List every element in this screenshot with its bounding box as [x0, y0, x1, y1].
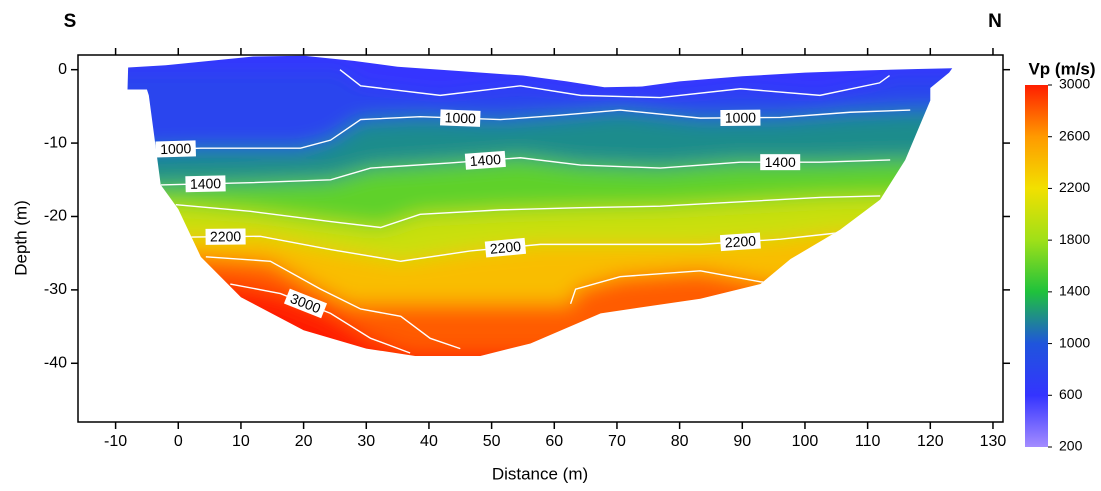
x-tick-label: 10	[232, 433, 250, 450]
contour-line	[230, 283, 411, 354]
contour-label-text: 2200	[210, 228, 242, 244]
colorbar-tick-label: 200	[1059, 438, 1083, 454]
x-tick-label: 30	[357, 433, 375, 450]
x-tick-label: 130	[980, 433, 1007, 450]
colorbar-tick-label: 3000	[1059, 76, 1090, 92]
colorbar-tick-label: 1000	[1059, 334, 1090, 350]
contour-label: 1000	[155, 140, 196, 158]
x-tick-label: 50	[483, 433, 501, 450]
x-tick-label: 90	[733, 433, 751, 450]
contour-label-box	[760, 154, 801, 171]
contour-label-box	[440, 109, 481, 127]
contour-label-box	[185, 175, 226, 193]
contour-label-text: 2200	[724, 233, 756, 251]
north-label: N	[988, 11, 1002, 32]
contour-label-text: 1400	[190, 175, 222, 192]
contour-label-box	[155, 140, 196, 158]
contour-line	[150, 109, 911, 151]
contour-label-text: 1400	[469, 151, 501, 169]
contour-label: 1400	[185, 175, 226, 193]
contour-label-text: 1400	[765, 154, 796, 170]
contour-label: 2200	[205, 228, 246, 245]
colorbar-tick-label: 600	[1059, 386, 1083, 402]
y-tick-label: 0	[58, 61, 67, 78]
x-tick-label: 70	[608, 433, 626, 450]
colorbar-tick-label: 1800	[1059, 231, 1090, 247]
contour-label-text: 1000	[725, 109, 757, 125]
y-tick-label: -20	[44, 208, 67, 225]
x-tick-label: -10	[104, 433, 127, 450]
velocity-fill	[127, 55, 953, 356]
colorbar-tick-label: 2600	[1059, 127, 1090, 143]
contour-label: 1000	[720, 109, 761, 126]
contour-label-text: 1000	[444, 109, 476, 126]
contour-label: 2200	[484, 237, 527, 258]
contour-label: 2200	[719, 232, 761, 252]
colorbar-tick-label: 2200	[1059, 179, 1090, 195]
contour-label: 1000	[440, 109, 481, 127]
contour-label-box	[484, 237, 527, 258]
y-tick-label: -10	[44, 134, 67, 151]
contour-label-box	[720, 109, 761, 126]
south-label: S	[64, 11, 77, 32]
x-tick-label: 110	[855, 433, 881, 450]
plot-frame	[77, 54, 1004, 423]
contour-label-text: 1000	[160, 140, 192, 157]
contour-label-box	[719, 232, 761, 252]
colorbar-tick-label: 1400	[1059, 283, 1090, 299]
x-tick-label: 100	[792, 433, 819, 450]
x-tick-label: 120	[917, 433, 944, 450]
x-tick-label: 0	[174, 433, 183, 450]
y-axis-title: Depth (m)	[11, 200, 30, 276]
x-axis-title: Distance (m)	[492, 464, 588, 483]
contour-label-text: 2200	[489, 238, 522, 257]
contour-line	[175, 195, 881, 229]
colorbar	[1025, 85, 1048, 447]
contour-label-box	[283, 288, 328, 319]
x-tick-label: 60	[545, 433, 563, 450]
x-tick-label: 80	[671, 433, 689, 450]
y-tick-label: -40	[44, 354, 67, 371]
contour-label: 1400	[464, 150, 506, 170]
velocity-field	[127, 55, 953, 356]
contour-label-box	[205, 228, 246, 245]
contour-line	[339, 69, 890, 99]
x-tick-label: 20	[295, 433, 313, 450]
colorbar-title: Vp (m/s)	[1028, 59, 1095, 78]
x-tick-label: 40	[420, 433, 438, 450]
y-tick-label: -30	[44, 281, 67, 298]
contour-label-box	[464, 150, 506, 170]
contour-line	[205, 256, 461, 350]
contour-label: 1400	[760, 154, 801, 171]
